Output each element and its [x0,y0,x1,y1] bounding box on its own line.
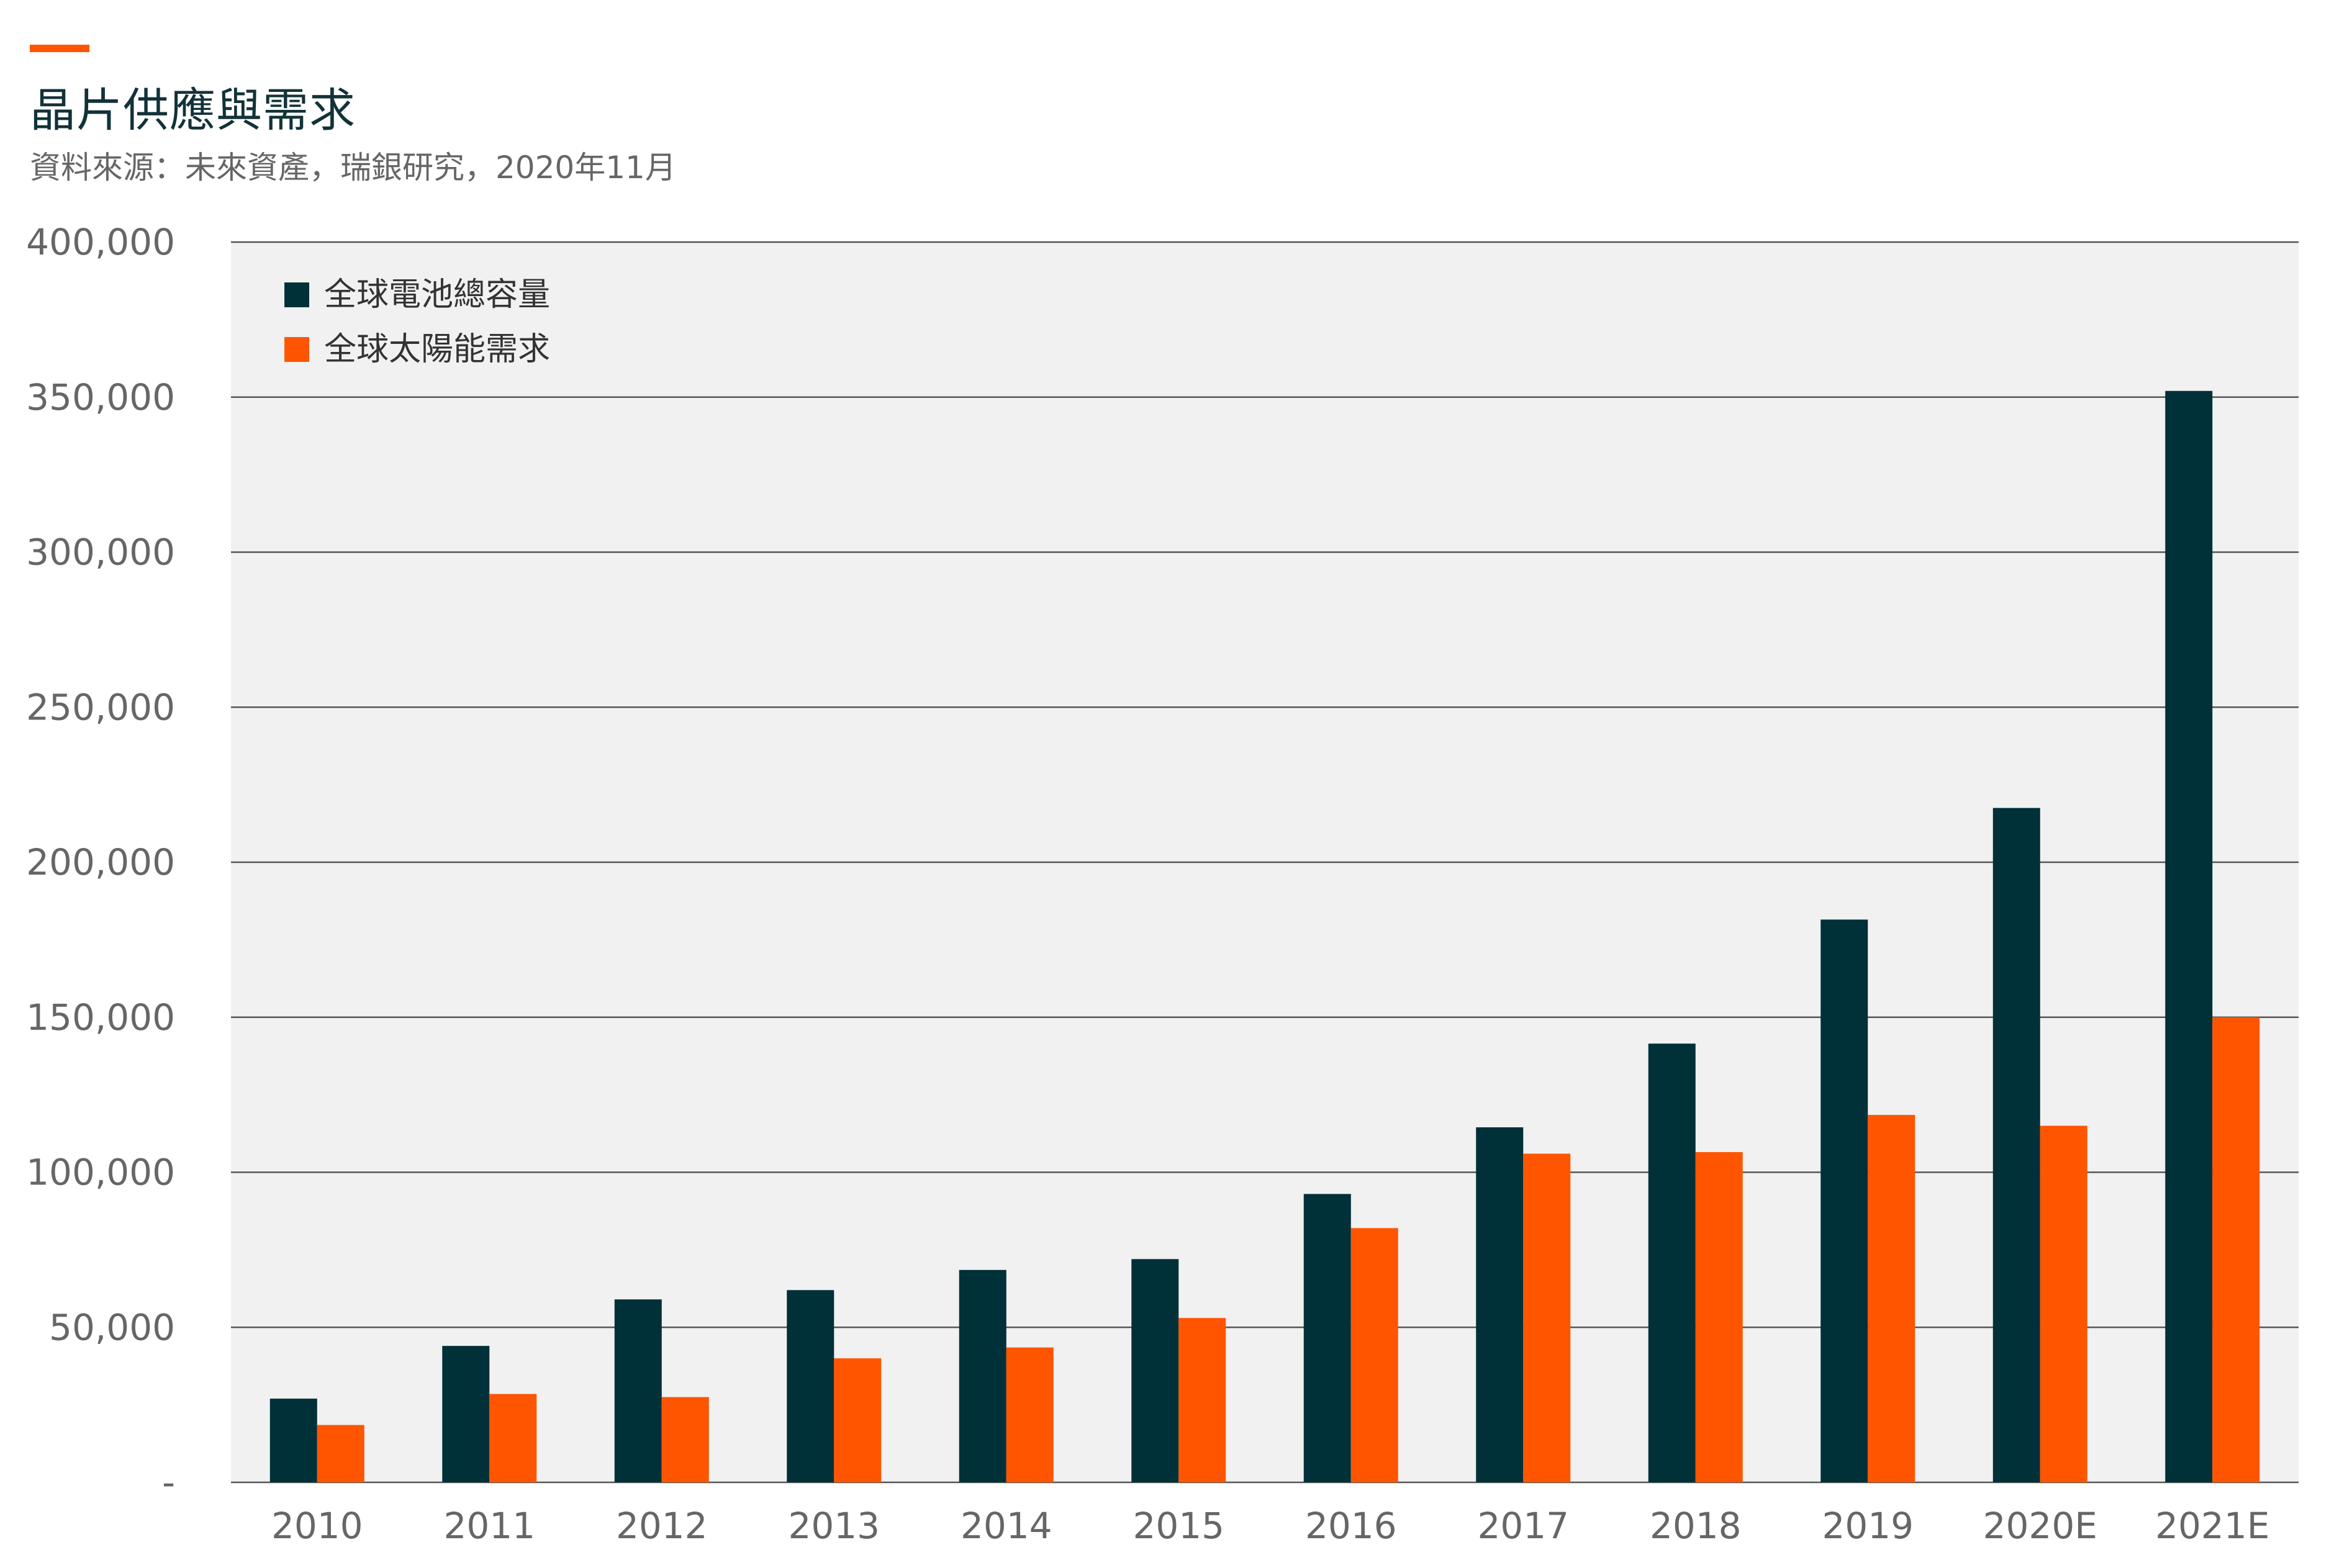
y-tick-label: 250,000 [26,686,175,728]
bar-solar [1350,1228,1398,1482]
x-tick-label: 2019 [1822,1505,1914,1547]
x-tick-label: 2012 [616,1505,708,1547]
legend-swatch [284,337,309,362]
bar-battery [1476,1127,1524,1482]
y-tick-label: 300,000 [26,531,175,574]
bar-battery [1648,1043,1696,1482]
bar-solar [2040,1125,2087,1482]
y-tick-label: 400,000 [26,221,175,263]
bar-solar [661,1397,709,1482]
x-tick-label: 2014 [961,1505,1052,1547]
bar-battery [959,1269,1006,1482]
bar-battery [1992,808,2040,1482]
y-tick-label: 150,000 [26,996,175,1039]
bar-battery [1820,919,1868,1482]
bar-solar [317,1425,364,1482]
y-tick-label: 50,000 [49,1306,175,1348]
bar-battery [1131,1259,1179,1482]
bar-solar [1695,1152,1743,1482]
bar-battery [442,1346,490,1482]
bar-solar [2212,1017,2260,1482]
y-tick-label: - [162,1461,175,1503]
bar-battery [269,1399,317,1482]
chart-source: 資料來源：未來資產，瑞銀研究，2020年11月 [30,150,676,186]
bar-solar [1868,1115,1915,1482]
x-tick-label: 2021E [2155,1505,2269,1547]
x-tick-label: 2017 [1477,1505,1569,1547]
x-tick-label: 2016 [1305,1505,1397,1547]
chart-title: 晶片供應與需求 [30,84,356,137]
bar-solar [1006,1347,1054,1482]
legend-swatch [284,282,309,307]
x-tick-label: 2010 [271,1505,363,1547]
bar-solar [834,1358,882,1482]
y-tick-label: 350,000 [26,376,175,418]
bar-battery [787,1290,834,1482]
bar-solar [1178,1318,1226,1482]
y-tick-label: 100,000 [26,1151,175,1194]
x-tick-label: 2011 [443,1505,535,1547]
bar-solar [1523,1153,1571,1482]
x-tick-label: 2020E [1983,1505,2097,1547]
accent-bar [30,45,89,52]
bar-battery [1303,1194,1351,1482]
legend-label: 全球太陽能需求 [324,331,550,368]
bar-battery [2165,390,2213,1482]
x-tick-label: 2018 [1650,1505,1742,1547]
bar-solar [489,1394,537,1482]
x-tick-label: 2015 [1133,1505,1224,1547]
bar-battery [614,1299,662,1482]
x-tick-label: 2013 [788,1505,880,1547]
legend-label: 全球電池總容量 [324,276,550,313]
y-tick-label: 200,000 [26,841,175,883]
